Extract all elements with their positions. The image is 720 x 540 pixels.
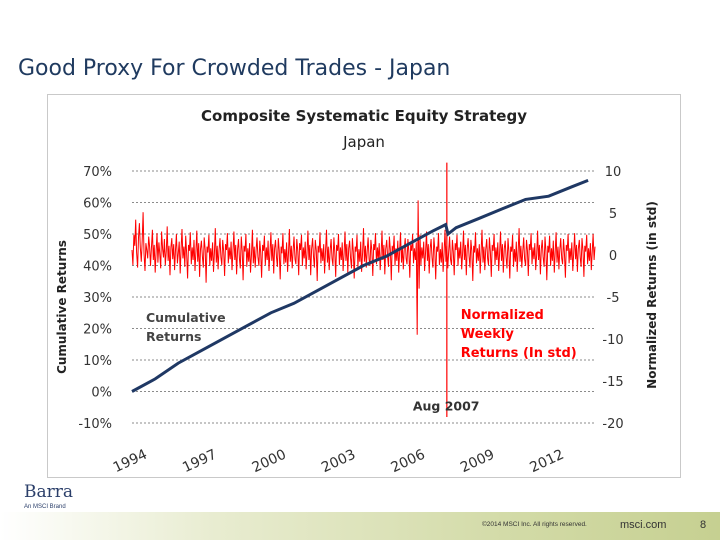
barra-logo: Barra	[24, 482, 74, 502]
left-axis-label: Cumulative Returns	[55, 240, 69, 374]
slide-title: Good Proxy For Crowded Trades - Japan	[18, 56, 451, 81]
left-tick-label: 40%	[83, 260, 112, 275]
event-annotation: Aug 2007	[413, 398, 480, 413]
chart-title: Composite Systematic Equity Strategy	[201, 107, 527, 125]
x-tick-label: 2006	[389, 447, 428, 477]
copyright-text: ©2014 MSCI Inc. All rights reserved.	[482, 521, 587, 528]
left-tick-label: 10%	[83, 354, 112, 369]
x-tick-label: 1997	[180, 447, 219, 477]
cumulative-annotation-line1: Cumulative	[146, 310, 226, 325]
x-tick-label: 2012	[527, 447, 566, 477]
right-axis-label: Normalized Returns (in std)	[645, 201, 659, 389]
x-tick-label: 2000	[250, 447, 289, 477]
x-tick-label: 2003	[319, 447, 358, 477]
left-tick-label: -10%	[78, 417, 112, 432]
normalized-returns-line	[131, 200, 596, 335]
cumulative-annotation-line2: Returns	[146, 329, 201, 344]
right-tick-label: -15	[602, 375, 623, 390]
right-tick-label: 0	[609, 249, 617, 264]
site-link[interactable]: msci.com	[620, 519, 667, 531]
right-axis-ticks: 10 5 0 -5 -10 -15 -20	[602, 165, 623, 432]
chart-svg: Composite Systematic Equity Strategy Jap…	[55, 107, 659, 477]
left-tick-label: 70%	[83, 165, 112, 180]
grid-lines	[132, 170, 595, 424]
left-tick-label: 0%	[91, 386, 112, 401]
normalized-annotation-line3: Returns (In std)	[461, 346, 577, 361]
footer-band	[0, 512, 720, 540]
x-axis-ticks: 1994 1997 2000 2003 2006 2009 2012	[111, 447, 567, 477]
chart-annotations: Cumulative Returns Normalized Weekly Returns…	[146, 308, 577, 413]
left-axis-ticks: 70% 60% 50% 40% 30% 20% 10% 0% -10%	[78, 165, 112, 432]
left-tick-label: 60%	[83, 197, 112, 212]
left-tick-label: 30%	[83, 291, 112, 306]
x-tick-label: 1994	[111, 447, 150, 477]
chart-frame: Composite Systematic Equity Strategy Jap…	[47, 94, 681, 478]
right-tick-label: -20	[602, 417, 623, 432]
cumulative-returns-line	[131, 179, 589, 393]
x-tick-label: 2009	[458, 447, 497, 477]
right-tick-label: -10	[602, 333, 623, 348]
cumulative-returns-series	[131, 179, 589, 393]
normalized-annotation-line1: Normalized	[461, 308, 544, 323]
page-number: 8	[700, 519, 707, 531]
chart-subtitle: Japan	[342, 133, 385, 151]
right-tick-label: -5	[607, 291, 620, 306]
right-tick-label: 10	[605, 165, 622, 180]
left-tick-label: 20%	[83, 323, 112, 338]
left-tick-label: 50%	[83, 228, 112, 243]
normalized-returns-series	[131, 162, 596, 417]
right-tick-label: 5	[609, 207, 617, 222]
normalized-annotation-line2: Weekly	[461, 327, 515, 342]
logo-tagline: An MSCI Brand	[24, 504, 66, 510]
